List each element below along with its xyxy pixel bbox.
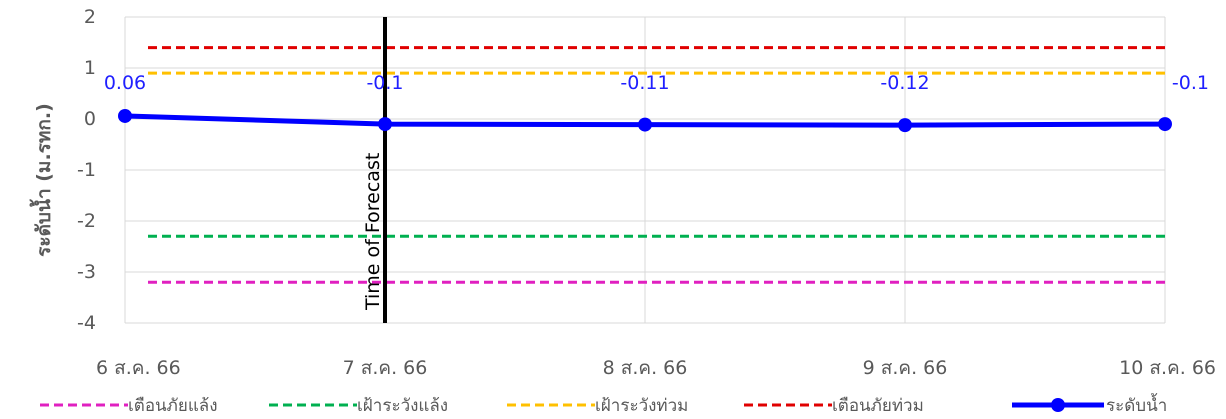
y-tick-label: 1	[84, 57, 96, 79]
data-label: -0.1	[1172, 72, 1209, 94]
legend-marker	[1051, 398, 1065, 412]
y-tick-label: 0	[84, 108, 96, 130]
legend-label: เฝ้าระวังท่วม	[595, 396, 688, 416]
forecast-label: Time of Forecast	[362, 153, 384, 311]
y-tick-label: -1	[77, 159, 96, 181]
legend-item: ระดับน้ำ	[1012, 393, 1167, 416]
legend-label: เตือนภัยแล้ง	[128, 396, 218, 416]
legend-label: เฝ้าระวังแล้ง	[357, 396, 448, 416]
data-label: 0.06	[104, 72, 146, 94]
x-axis-ticks: 6 ส.ค. 66 7 ส.ค. 66 8 ส.ค. 66 9 ส.ค. 66 10 ส…	[96, 357, 1216, 379]
legend-item: เฝ้าระวังแล้ง	[269, 396, 448, 416]
x-tick-label: 6 ส.ค. 66	[96, 357, 181, 379]
legend-item: เตือนภัยแล้ง	[40, 396, 218, 416]
y-tick-label: 2	[84, 6, 96, 28]
data-label: -0.12	[880, 72, 929, 94]
series-point	[638, 117, 652, 132]
gridlines	[124, 16, 1166, 324]
series-point	[898, 118, 912, 133]
y-tick-label: -4	[77, 312, 96, 334]
series-point	[118, 108, 132, 123]
x-tick-label: 8 ส.ค. 66	[603, 357, 688, 379]
data-label: -0.1	[366, 72, 403, 94]
legend-item: เฝ้าระวังท่วม	[507, 396, 688, 416]
legend-label: เตือนภัยท่วม	[832, 396, 924, 416]
x-tick-label: 10 ส.ค. 66	[1119, 357, 1216, 379]
series-point	[1158, 117, 1172, 132]
y-tick-label: -2	[77, 210, 96, 232]
x-tick-label: 9 ส.ค. 66	[863, 357, 948, 379]
legend-label: ระดับน้ำ	[1106, 393, 1167, 416]
x-tick-label: 7 ส.ค. 66	[343, 357, 428, 379]
y-axis-ticks: 2 1 0 -1 -2 -3 -4	[77, 6, 96, 334]
series-water-level	[118, 108, 1172, 133]
series-point	[378, 117, 392, 132]
legend: เตือนภัยแล้ง เฝ้าระวังแล้ง เฝ้าระวังท่วม เต…	[40, 393, 1167, 416]
time-of-forecast-marker: Time of Forecast	[362, 17, 387, 323]
legend-item: เตือนภัยท่วม	[744, 396, 924, 416]
threshold-lines	[148, 46, 1165, 284]
data-label: -0.11	[620, 72, 669, 94]
data-labels: 0.06 -0.1 -0.11 -0.12 -0.1	[104, 72, 1209, 94]
y-tick-label: -3	[77, 261, 96, 283]
y-axis-label: ระดับน้ำ (ม.รทก.)	[29, 103, 55, 257]
